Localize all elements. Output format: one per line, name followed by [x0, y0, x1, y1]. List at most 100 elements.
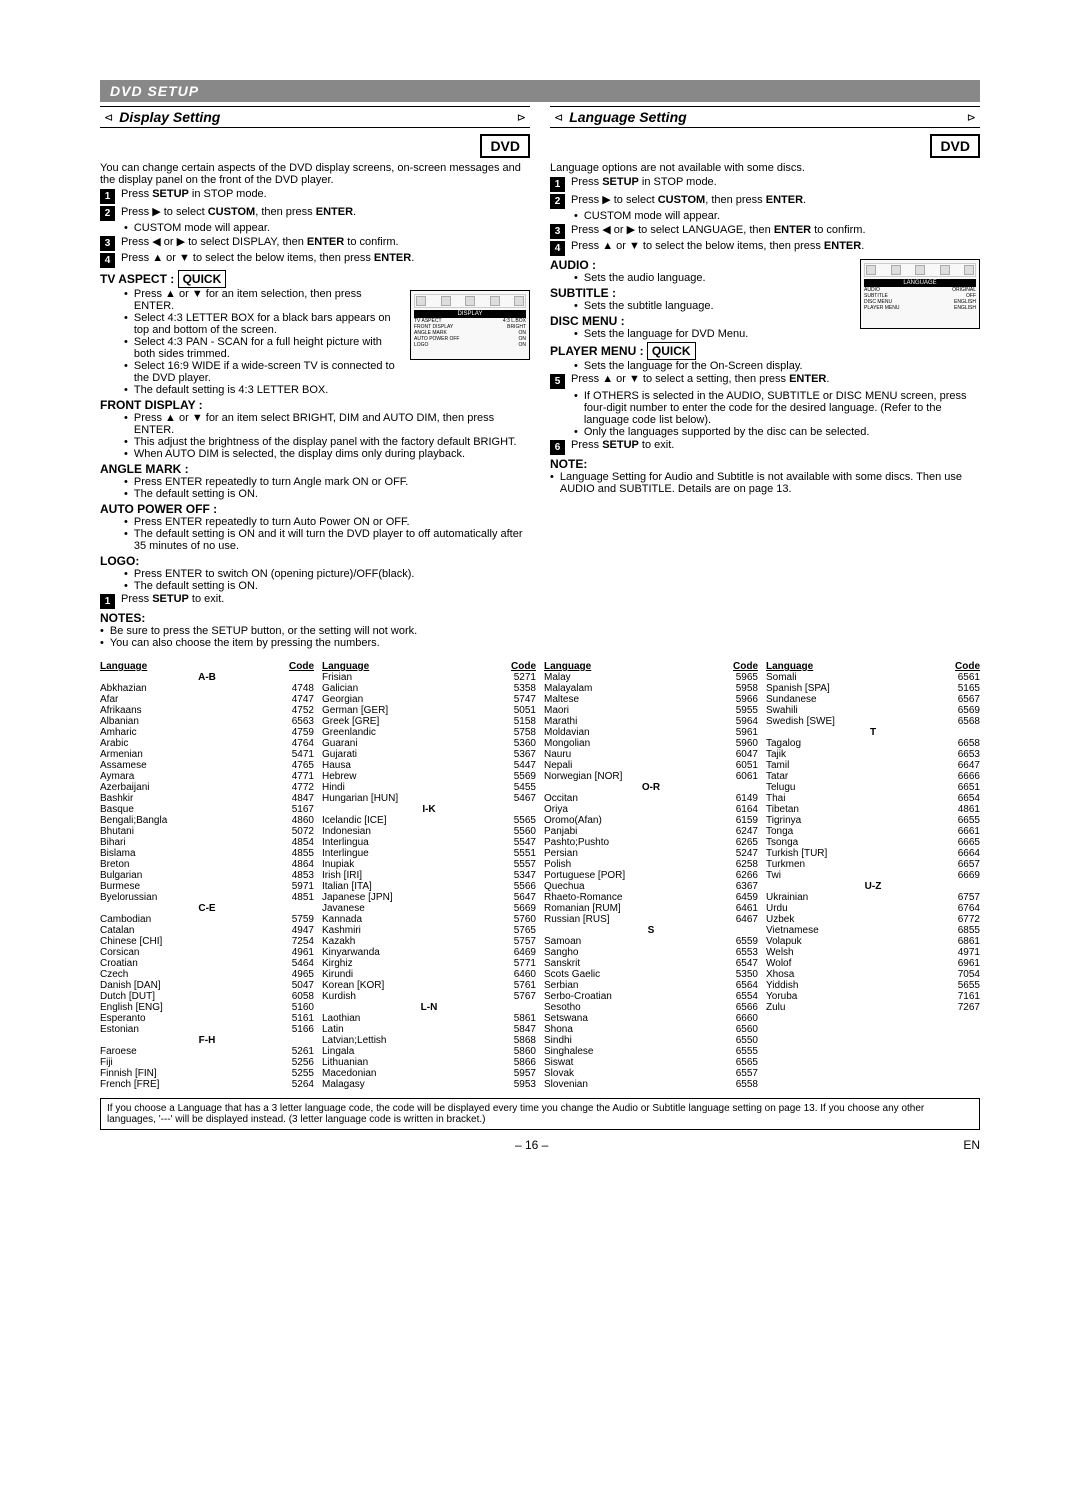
- lang-row: English [ENG]5160: [100, 1002, 314, 1013]
- display-title: Display Setting: [119, 109, 220, 125]
- step-2-text: Press to select CUSTOM, then press ENTER…: [121, 205, 530, 218]
- lang-group-heading: O-R: [544, 782, 758, 793]
- lang-row: Wolof6961: [766, 958, 980, 969]
- arrow-left-icon: [104, 111, 113, 124]
- lang-row: Italian [ITA]5566: [322, 881, 536, 892]
- lang-row: Uzbek6772: [766, 914, 980, 925]
- lang-row: Singhalese6555: [544, 1046, 758, 1057]
- logo-heading: LOGO:: [100, 554, 530, 568]
- lang-row: Thai6654: [766, 793, 980, 804]
- language-code-table: LanguageCodeA-BAbkhazian4748Afar4747Afri…: [100, 661, 980, 1090]
- notes-heading: NOTES:: [100, 611, 530, 625]
- lang-row: Macedonian5957: [322, 1068, 536, 1079]
- lang-row: Dutch [DUT]6058: [100, 991, 314, 1002]
- lang-row: Swahili6569: [766, 705, 980, 716]
- display-diagram: DISPLAY TV ASPECT4:3 L.BOXFRONT DISPLAYB…: [410, 290, 530, 360]
- right-arrow-icon: [627, 224, 635, 236]
- lang-table-column: LanguageCodeMalay5965Malayalam5958Maltes…: [544, 661, 758, 1090]
- lang-row: Urdu6764: [766, 903, 980, 914]
- lang-row: Sesotho6566: [544, 1002, 758, 1013]
- lang-row: Malay5965: [544, 672, 758, 683]
- lang-row: Slovak6557: [544, 1068, 758, 1079]
- lstep-6-text: Press SETUP to exit.: [571, 439, 980, 451]
- lang-row: Lingala5860: [322, 1046, 536, 1057]
- lang-row: Oriya6164: [544, 804, 758, 815]
- lang-diag-rows: AUDIOORIGINALSUBTITLEOFFDISC MENUENGLISH…: [864, 287, 976, 311]
- lang-row: Burmese5971: [100, 881, 314, 892]
- tv-aspect-heading: TV ASPECT : QUICK: [100, 270, 530, 288]
- fd-bullet: When AUTO DIM is selected, the display d…: [124, 448, 530, 460]
- lang-table-column: LanguageCodeA-BAbkhazian4748Afar4747Afri…: [100, 661, 314, 1090]
- lstep-2-text: Press to select CUSTOM, then press ENTER…: [571, 193, 980, 206]
- diagram-icon: [416, 296, 426, 306]
- lang-row: Bihari4854: [100, 837, 314, 848]
- lstep-5-text: Press or to select a setting, then press…: [571, 373, 980, 385]
- lang-row: Kirundi6460: [322, 969, 536, 980]
- up-arrow-icon: [152, 252, 163, 264]
- lang-row: Assamese4765: [100, 760, 314, 771]
- tva-bullet: The default setting is 4:3 LETTER BOX.: [124, 384, 530, 396]
- lang-row: Nauru6047: [544, 749, 758, 760]
- lang-row: Kirghiz5771: [322, 958, 536, 969]
- lang-group-heading: A-B: [100, 672, 314, 683]
- lang-table-head: LanguageCode: [766, 661, 980, 672]
- lang-row: Tajik6653: [766, 749, 980, 760]
- apo-bullet: The default setting is ON and it will tu…: [124, 528, 530, 552]
- language-intro: Language options are not available with …: [550, 162, 980, 174]
- lang-row: Interlingua5547: [322, 837, 536, 848]
- lang-group-heading: U-Z: [766, 881, 980, 892]
- quick-box: QUICK: [178, 270, 227, 288]
- lstep-5-bullet: If OTHERS is selected in the AUDIO, SUBT…: [574, 390, 980, 426]
- lstep-2-icon: 2: [550, 194, 565, 209]
- right-arrow-icon: [602, 194, 610, 206]
- lang-row: Bengali;Bangla4860: [100, 815, 314, 826]
- lang-row: Indonesian5560: [322, 826, 536, 837]
- lang-row: Russian [RUS]6467: [544, 914, 758, 925]
- player-menu-heading: PLAYER MENU : QUICK: [550, 342, 980, 360]
- tva-bullet: Press ▲ or ▼ for an item selection, then…: [124, 288, 404, 312]
- lang-row: Croatian5464: [100, 958, 314, 969]
- lang-row: Tibetan4861: [766, 804, 980, 815]
- subtitle-bullet: Sets the subtitle language.: [574, 300, 854, 312]
- am-bullet: The default setting is ON.: [124, 488, 530, 500]
- lang-row: Inupiak5557: [322, 859, 536, 870]
- diagram-icon: [866, 265, 876, 275]
- step-1-text: Press SETUP in STOP mode.: [121, 188, 530, 200]
- lstep-2-bullet: CUSTOM mode will appear.: [574, 210, 980, 222]
- lang-row: Sindhi6550: [544, 1035, 758, 1046]
- lang-row: Quechua6367: [544, 881, 758, 892]
- lang-row: Tsonga6665: [766, 837, 980, 848]
- lang-row: Xhosa7054: [766, 969, 980, 980]
- step-3-icon: 3: [100, 236, 115, 251]
- diagram-icon: [915, 265, 925, 275]
- lang-row: Tagalog6658: [766, 738, 980, 749]
- lang-row: Rhaeto-Romance6459: [544, 892, 758, 903]
- lang-row: Sundanese6567: [766, 694, 980, 705]
- lang-row: Javanese5669: [322, 903, 536, 914]
- lang-row: Fiji5256: [100, 1057, 314, 1068]
- lang-row: Arabic4764: [100, 738, 314, 749]
- lang-row: Tamil6647: [766, 760, 980, 771]
- lang-group-heading: C-E: [100, 903, 314, 914]
- left-arrow-icon: [602, 224, 610, 236]
- tva-bullet: Select 16:9 WIDE if a wide-screen TV is …: [124, 360, 404, 384]
- lang-row: Chinese [CHI]7254: [100, 936, 314, 947]
- lang-row: Estonian5166: [100, 1024, 314, 1035]
- lang-row: Tigrinya6655: [766, 815, 980, 826]
- lstep-1-text: Press SETUP in STOP mode.: [571, 176, 980, 188]
- lang-row: Abkhazian4748: [100, 683, 314, 694]
- lang-row: Armenian5471: [100, 749, 314, 760]
- lang-row: Vietnamese6855: [766, 925, 980, 936]
- lang-row: Esperanto5161: [100, 1013, 314, 1024]
- lang-row: Volapuk6861: [766, 936, 980, 947]
- lang-row: Serbian6564: [544, 980, 758, 991]
- lang-group-heading: L-N: [322, 1002, 536, 1013]
- lang-row: Samoan6559: [544, 936, 758, 947]
- notes-bullet: Be sure to press the SETUP button, or th…: [110, 625, 417, 637]
- lang-row: Panjabi6247: [544, 826, 758, 837]
- diagram-row: PLAYER MENUENGLISH: [864, 305, 976, 311]
- lang-row: Sangho6553: [544, 947, 758, 958]
- lang-row: Bhutani5072: [100, 826, 314, 837]
- lang-row: Tonga6661: [766, 826, 980, 837]
- lang-row: Breton4864: [100, 859, 314, 870]
